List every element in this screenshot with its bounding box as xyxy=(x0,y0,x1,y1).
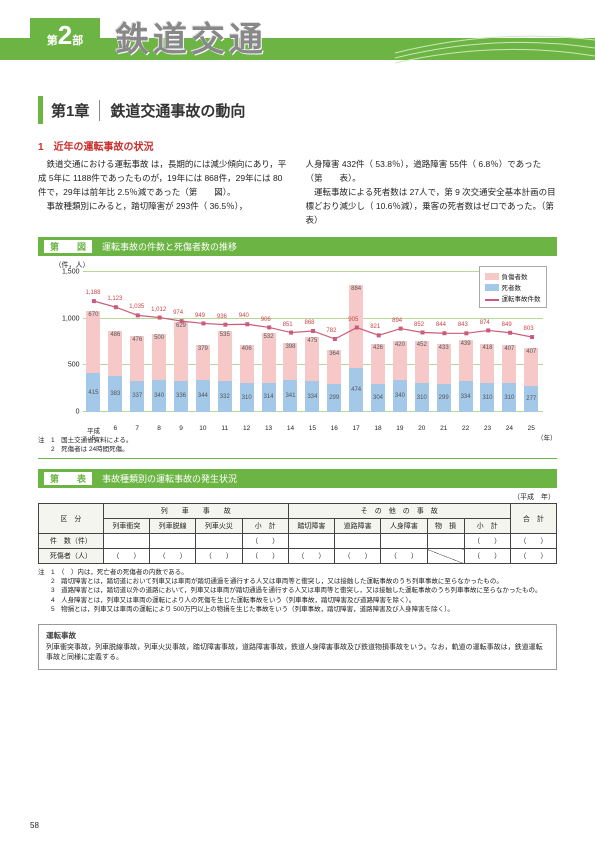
data-table: 区 分列 車 事 故そ の 他 の 事 故合 計列車衝突列車脱線列車火災小 計踏… xyxy=(38,503,557,564)
chart: （件，人） 05001,0001,50041567038348633747634… xyxy=(43,262,553,432)
body-columns: 鉄道交通における運転事故 は，長期的には減少傾向にあり，平成 5年に 1188件… xyxy=(38,157,557,227)
definition-body: 列車衝突事故，列車脱線事故，列車火災事故，踏切障害事故，道路障害事故，鉄道人身障… xyxy=(46,643,549,664)
chart-legend: 負傷者数死者数運転事故件数 xyxy=(479,266,547,308)
table-container: （平成 年） 区 分列 車 事 故そ の 他 の 事 故合 計列車衝突列車脱線列… xyxy=(38,492,557,613)
chapter-label: 第1章 xyxy=(51,100,100,121)
chart-container: （件，人） 05001,0001,50041567038348633747634… xyxy=(38,256,557,459)
part-number: 2 xyxy=(58,22,72,48)
chapter-heading: 第1章 鉄道交通事故の動向 xyxy=(38,96,557,124)
chart-x-unit: （年） xyxy=(537,432,557,442)
page-header: 第2部 鉄道交通 xyxy=(0,0,595,78)
chapter-bar-icon xyxy=(38,96,43,124)
main-title: 鉄道交通 xyxy=(115,12,267,61)
header-decoration xyxy=(395,28,595,68)
table-title: 事故種類別の運転事故の発生状況 xyxy=(102,472,237,485)
figure-header: 第 図 運転事故の件数と死傷者数の推移 xyxy=(38,237,557,256)
table-notes: 注 1 （ ）内は，死亡者の死傷者の内数である。 2 踏切障害とは，踏切道におい… xyxy=(38,568,557,613)
figure-tag: 第 図 xyxy=(44,240,92,253)
chapter-title: 鉄道交通事故の動向 xyxy=(110,100,245,121)
figure-title: 運転事故の件数と死傷者数の推移 xyxy=(102,240,237,253)
part-suffix: 部 xyxy=(72,32,83,48)
body-col-right: 人身障害 432件（ 53.8％），道路障害 55件（ 6.8％）であった（第 … xyxy=(306,157,558,227)
page-number: 58 xyxy=(30,821,39,830)
chart-xlabels: 平成 5678910111213141516171819202122232425 xyxy=(83,425,543,442)
section-title: 1 近年の運転事故の状況 xyxy=(38,138,557,153)
chart-area: 05001,0001,50041567038348633747634050033… xyxy=(83,272,543,412)
definition-title: 運転事故 xyxy=(46,630,549,641)
body-col-left: 鉄道交通における運転事故 は，長期的には減少傾向にあり，平成 5年に 1188件… xyxy=(38,157,290,227)
part-prefix: 第 xyxy=(47,32,58,48)
table-header-bar: 第 表 事故種類別の運転事故の発生状況 xyxy=(38,469,557,488)
table-unit: （平成 年） xyxy=(38,492,555,502)
table-tag: 第 表 xyxy=(44,472,92,485)
part-badge: 第2部 xyxy=(30,18,100,60)
definition-box: 運転事故 列車衝突事故，列車脱線事故，列車火災事故，踏切障害事故，道路障害事故，… xyxy=(38,624,557,670)
